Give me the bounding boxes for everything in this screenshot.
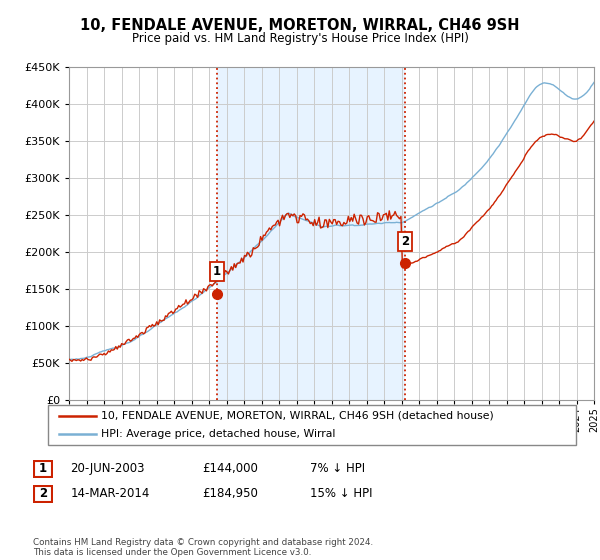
Text: 2: 2 [401,235,409,248]
Text: 2: 2 [39,487,47,501]
Text: HPI: Average price, detached house, Wirral: HPI: Average price, detached house, Wirr… [101,430,335,439]
FancyBboxPatch shape [34,486,52,502]
Text: Contains HM Land Registry data © Crown copyright and database right 2024.
This d: Contains HM Land Registry data © Crown c… [33,538,373,557]
Text: 20-JUN-2003: 20-JUN-2003 [70,462,145,475]
Text: 14-MAR-2014: 14-MAR-2014 [70,487,149,501]
Text: 10, FENDALE AVENUE, MORETON, WIRRAL, CH46 9SH (detached house): 10, FENDALE AVENUE, MORETON, WIRRAL, CH4… [101,411,494,421]
Text: 15% ↓ HPI: 15% ↓ HPI [310,487,373,501]
Bar [217,67,405,400]
Text: £184,950: £184,950 [202,487,258,501]
Text: 10, FENDALE AVENUE, MORETON, WIRRAL, CH46 9SH: 10, FENDALE AVENUE, MORETON, WIRRAL, CH4… [80,18,520,34]
Text: Price paid vs. HM Land Registry's House Price Index (HPI): Price paid vs. HM Land Registry's House … [131,32,469,45]
Text: 1: 1 [39,462,47,475]
Text: 7% ↓ HPI: 7% ↓ HPI [310,462,365,475]
FancyBboxPatch shape [48,405,576,445]
Text: 1: 1 [213,265,221,278]
Text: £144,000: £144,000 [202,462,258,475]
FancyBboxPatch shape [34,461,52,477]
